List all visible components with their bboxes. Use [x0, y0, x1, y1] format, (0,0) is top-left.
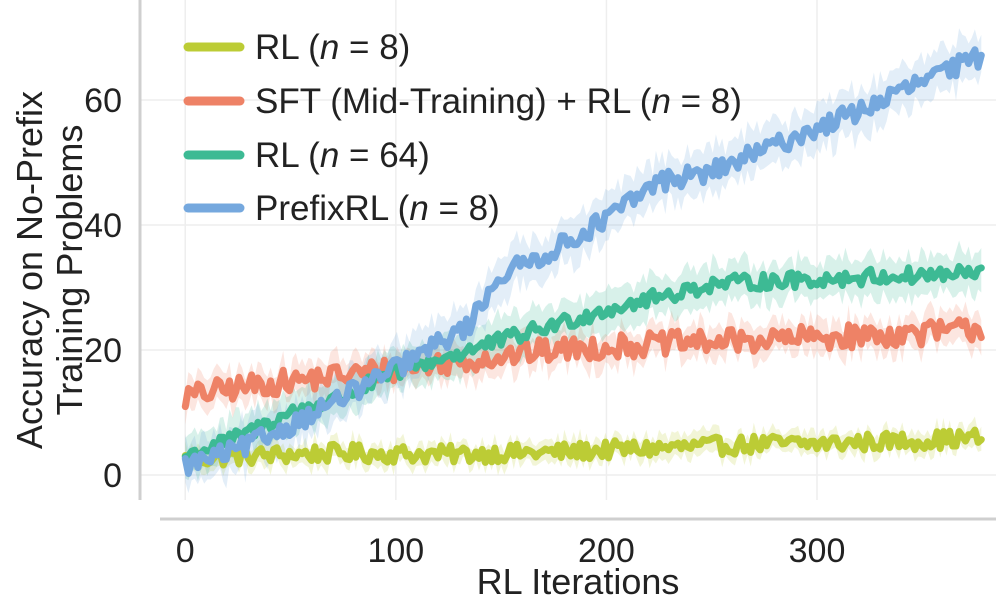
series-band	[185, 240, 982, 482]
x-tick-label: 0	[176, 532, 195, 570]
legend-label-prefixrl-n8: PrefixRL (n = 8)	[255, 189, 500, 228]
y-tick-label: 40	[84, 207, 122, 245]
y-tick-label: 0	[103, 457, 122, 495]
legend: RL (n = 8) SFT (Mid-Training) + RL (n = …	[183, 28, 742, 228]
series-line	[181, 316, 985, 411]
legend-n: 8	[379, 28, 398, 67]
y-tick-labels: 0 20 40 60	[84, 82, 122, 495]
legend-n: 8	[469, 189, 488, 228]
legend-n: 8	[711, 82, 730, 121]
x-axis-title: RL Iterations	[477, 561, 680, 602]
legend-label-sft-rl-n8: SFT (Mid-Training) + RL (n = 8)	[255, 82, 742, 121]
legend-item-rl-n64: RL (n = 64)	[183, 136, 430, 175]
y-tick-label: 60	[84, 82, 122, 120]
x-tick-label: 300	[789, 532, 846, 570]
x-tick-labels: 0 100 200 300	[176, 532, 846, 570]
legend-item-rl-n8: RL (n = 8)	[183, 28, 410, 67]
x-tick-label: 200	[578, 532, 635, 570]
legend-label-rl-n64: RL (n = 64)	[255, 136, 430, 175]
y-axis-title-line-2: Training Problems	[49, 125, 90, 416]
series-line	[181, 426, 985, 469]
legend-label-rl-n8: RL (n = 8)	[255, 28, 410, 67]
legend-name: PrefixRL	[255, 189, 389, 228]
legend-name: SFT (Mid-Training) + RL	[255, 82, 631, 121]
x-tick-label: 100	[367, 532, 424, 570]
series-lines	[181, 46, 985, 477]
y-tick-label: 20	[84, 332, 122, 370]
legend-name: RL	[255, 136, 299, 175]
legend-item-prefixrl-n8: PrefixRL (n = 8)	[183, 189, 500, 228]
series-line	[181, 46, 985, 477]
legend-name: RL	[255, 28, 299, 67]
legend-n: 64	[379, 136, 418, 175]
y-axis-title-line-1: Accuracy on No-Prefix	[9, 91, 50, 449]
legend-item-sft-rl-n8: SFT (Mid-Training) + RL (n = 8)	[183, 82, 742, 121]
